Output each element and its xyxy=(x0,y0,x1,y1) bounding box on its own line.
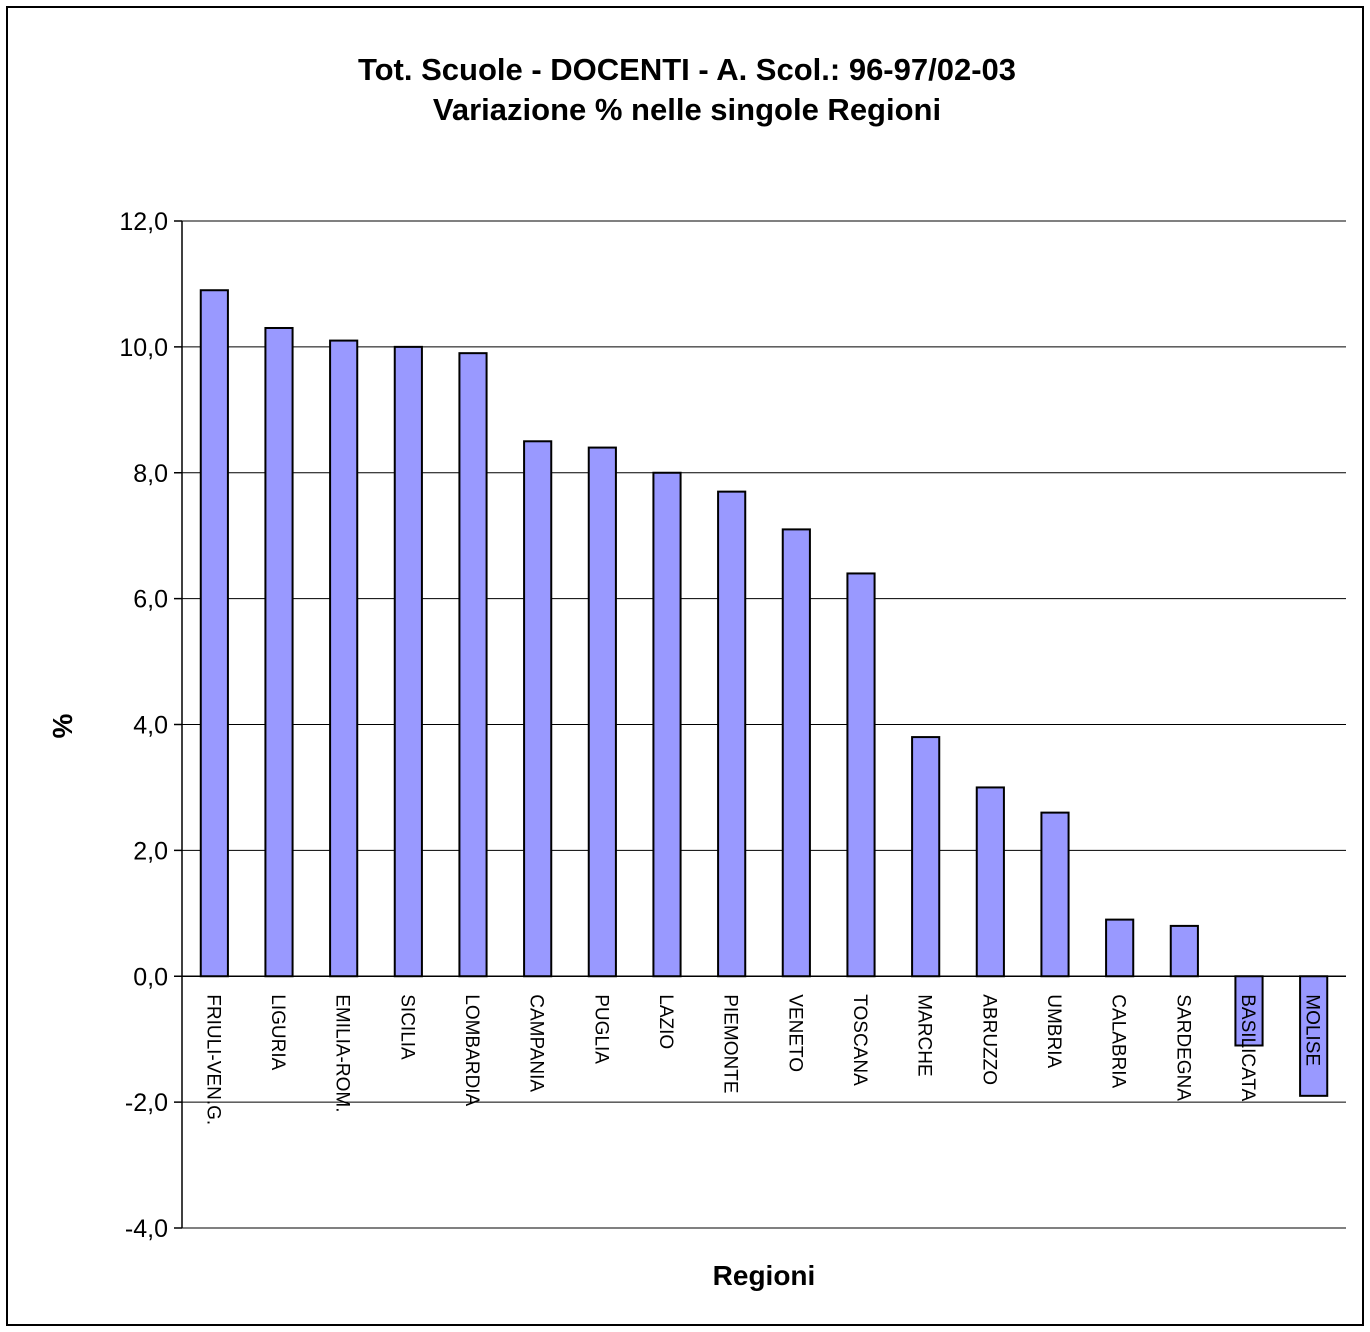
bar xyxy=(329,339,359,978)
bar xyxy=(1169,924,1199,978)
category-label: SARDEGNA xyxy=(1172,994,1193,1101)
category-label: FRIULI-VEN.G. xyxy=(202,994,223,1125)
category-label: CAMPANIA xyxy=(526,994,547,1092)
x-axis-title: Regioni xyxy=(713,1260,816,1291)
y-tick-label: 8,0 xyxy=(133,460,168,488)
bar xyxy=(975,786,1005,978)
category-label: EMILIA-ROM. xyxy=(332,994,353,1112)
category-label: BASILICATA xyxy=(1237,994,1258,1101)
category-label: TOSCANA xyxy=(849,994,870,1086)
y-tick-label: 2,0 xyxy=(133,837,168,865)
y-axis-title: % xyxy=(47,713,78,738)
bar xyxy=(199,289,229,978)
category-label: VENETO xyxy=(784,994,805,1072)
bar xyxy=(1105,918,1135,978)
bar xyxy=(264,326,294,978)
bar xyxy=(781,528,811,978)
chart-frame: Tot. Scuole - DOCENTI - A. Scol.: 96-97/… xyxy=(6,6,1364,1326)
y-tick-label: 12,0 xyxy=(119,208,168,236)
category-label: ABRUZZO xyxy=(978,994,999,1085)
category-label: PUGLIA xyxy=(590,994,611,1064)
y-tick-label: -4,0 xyxy=(125,1215,168,1243)
category-label: PIEMONTE xyxy=(720,994,741,1093)
bar xyxy=(1040,811,1070,978)
y-tick-labels: -4,0 -2,0 0,0 2,0 4,0 6,0 8,0 10,0 12,0 xyxy=(119,208,168,1243)
bar xyxy=(717,490,747,978)
y-tick-label: -2,0 xyxy=(125,1089,168,1117)
category-label: LAZIO xyxy=(655,994,676,1049)
category-label: SICILIA xyxy=(396,994,417,1060)
chart-subtitle: Variazione % nelle singole Regioni xyxy=(433,92,941,127)
y-tick-label: 10,0 xyxy=(119,334,168,362)
category-label: UMBRIA xyxy=(1043,994,1064,1068)
bar xyxy=(587,446,617,978)
bar xyxy=(523,440,553,978)
bar xyxy=(393,345,423,978)
y-tick-label: 4,0 xyxy=(133,712,168,740)
y-tick-label: 6,0 xyxy=(133,586,168,614)
bar xyxy=(911,736,941,978)
bar-chart: Tot. Scuole - DOCENTI - A. Scol.: 96-97/… xyxy=(47,52,1346,1291)
chart-title: Tot. Scuole - DOCENTI - A. Scol.: 96-97/… xyxy=(358,52,1016,87)
bar xyxy=(458,352,488,978)
category-label: CALABRIA xyxy=(1108,994,1129,1088)
category-labels: FRIULI-VEN.G. LIGURIA EMILIA-ROM. SICILIA LO… xyxy=(202,994,1322,1125)
category-label: MARCHE xyxy=(914,994,935,1076)
bar xyxy=(846,572,876,978)
bar xyxy=(652,471,682,978)
y-tick-label: 0,0 xyxy=(133,963,168,991)
bars xyxy=(199,289,1329,1097)
category-label: LIGURIA xyxy=(267,994,288,1070)
category-label: LOMBARDIA xyxy=(461,994,482,1106)
category-label: MOLISE xyxy=(1302,994,1323,1066)
